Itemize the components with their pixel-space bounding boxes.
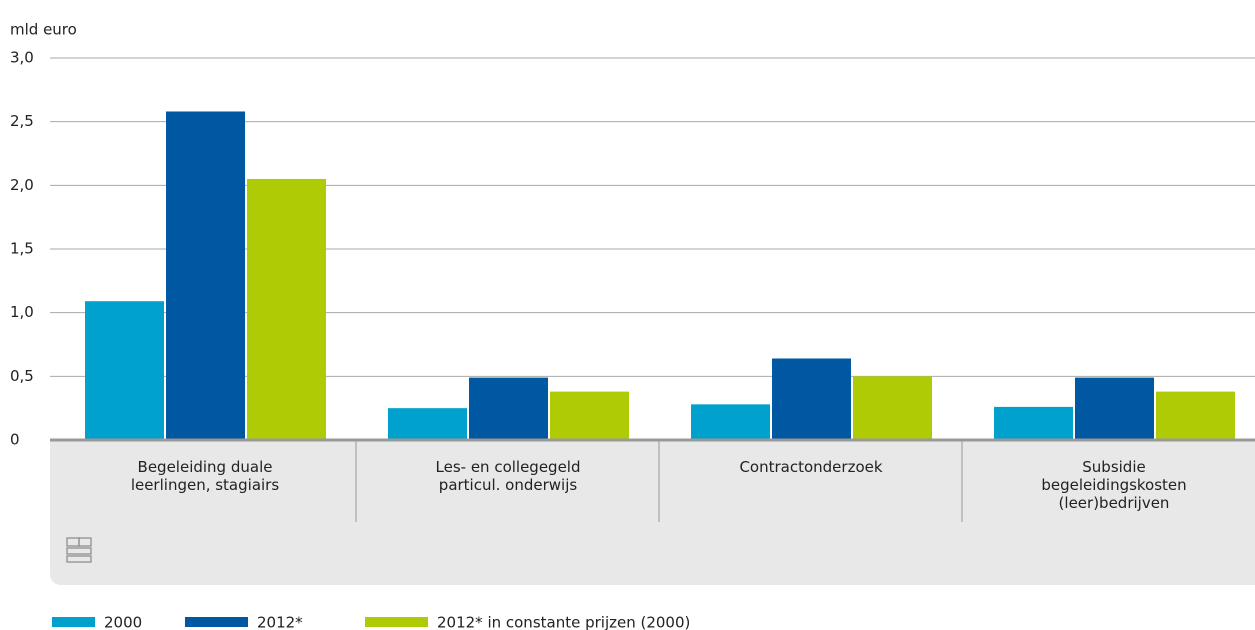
x-tick-label: Contractonderzoek xyxy=(739,458,883,476)
bar xyxy=(772,358,851,440)
x-tick-label: Subsidie begeleidingskosten (leer)bedrij… xyxy=(1041,458,1187,512)
bar xyxy=(1075,377,1154,440)
bar xyxy=(1156,391,1235,440)
logo xyxy=(66,537,92,563)
bar xyxy=(469,377,548,440)
legend-swatch xyxy=(185,617,248,627)
y-tick-label: 0 xyxy=(10,431,20,449)
y-tick-label: 1,0 xyxy=(10,303,34,321)
x-tick-label: Begeleiding duale leerlingen, stagiairs xyxy=(130,458,280,494)
legend-label: 2012* in constante prijzen (2000) xyxy=(437,614,690,630)
legend-swatch xyxy=(52,617,95,627)
y-tick-label: 3,0 xyxy=(10,49,34,67)
bar xyxy=(691,404,770,440)
legend-label: 2012* xyxy=(257,614,303,630)
legend-label: 2000 xyxy=(104,614,142,630)
y-tick-label: 0,5 xyxy=(10,367,34,385)
bar xyxy=(85,301,164,440)
bar xyxy=(247,178,326,440)
bar xyxy=(994,406,1073,440)
x-tick-label: Les- en collegegeld particul. onderwijs xyxy=(435,458,581,494)
category-panel xyxy=(50,440,1255,585)
y-tick-label: 1,5 xyxy=(10,240,34,258)
y-tick-label: 2,0 xyxy=(10,176,34,194)
y-axis-label: mld euro xyxy=(10,21,77,39)
bar xyxy=(388,408,467,440)
bar xyxy=(166,111,245,440)
bar xyxy=(853,376,932,440)
bar xyxy=(550,391,629,440)
legend-swatch xyxy=(365,617,428,627)
y-tick-label: 2,5 xyxy=(10,112,34,130)
